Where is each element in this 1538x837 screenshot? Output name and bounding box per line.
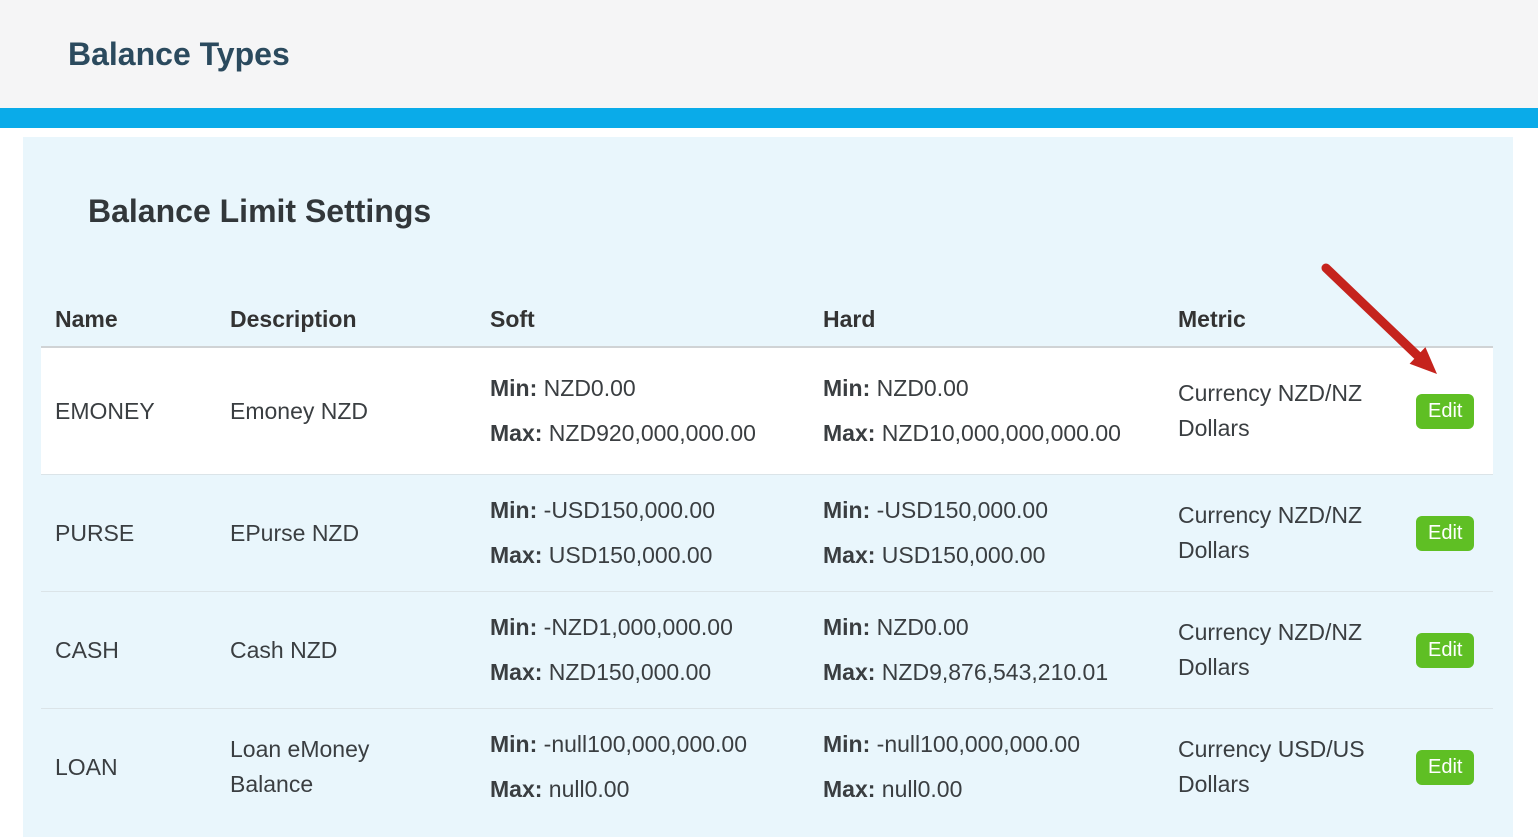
soft-max-line: Max: NZD150,000.00 — [490, 650, 809, 695]
soft-min-value: NZD0.00 — [543, 375, 636, 401]
soft-max-line: Max: null0.00 — [490, 767, 809, 812]
hard-max-line: Max: null0.00 — [823, 767, 1164, 812]
top-header: Balance Types — [0, 0, 1538, 108]
soft-min-value: -null100,000,000.00 — [543, 731, 747, 757]
balance-name: LOAN — [41, 708, 216, 825]
max-label: Max: — [823, 659, 876, 685]
soft-limits-cell: Min: -NZD1,000,000.00 Max: NZD150,000.00 — [476, 591, 809, 709]
soft-max-line: Max: USD150,000.00 — [490, 533, 809, 578]
max-label: Max: — [490, 420, 543, 446]
table-row-purse: PURSE EPurse NZD Min: -USD150,000.00 Max… — [41, 474, 1493, 592]
metric-cell: Currency NZD/NZ Dollars — [1178, 380, 1363, 441]
hard-limits-cell: Min: NZD0.00 Max: NZD9,876,543,210.01 — [809, 591, 1164, 709]
soft-max-line: Max: NZD920,000,000.00 — [490, 411, 809, 456]
hard-limits-cell: Min: -null100,000,000.00 Max: null0.00 — [809, 708, 1164, 825]
hard-max-line: Max: NZD10,000,000,000.00 — [823, 411, 1164, 456]
column-header-actions — [1404, 292, 1493, 348]
max-label: Max: — [490, 542, 543, 568]
actions-cell: Edit — [1404, 347, 1493, 475]
actions-cell: Edit — [1404, 591, 1493, 709]
max-label: Max: — [490, 776, 543, 802]
soft-min-value: -NZD1,000,000.00 — [543, 614, 733, 640]
soft-min-line: Min: -null100,000,000.00 — [490, 722, 809, 767]
page-title: Balance Types — [68, 35, 290, 72]
table-row-cash: CASH Cash NZD Min: -NZD1,000,000.00 Max:… — [41, 591, 1493, 709]
hard-min-line: Min: NZD0.00 — [823, 605, 1164, 650]
section-title: Balance Limit Settings — [88, 193, 432, 229]
balance-description: Loan eMoney Balance — [216, 708, 476, 825]
balance-description: Cash NZD — [216, 591, 476, 709]
balance-name: CASH — [41, 591, 216, 709]
balance-name: EMONEY — [55, 397, 155, 424]
hard-limits-cell: Min: NZD0.00 Max: NZD10,000,000,000.00 — [809, 347, 1164, 475]
hard-limits-cell: Min: -USD150,000.00 Max: USD150,000.00 — [809, 474, 1164, 592]
edit-button[interactable]: Edit — [1416, 632, 1475, 668]
soft-max-value: USD150,000.00 — [548, 542, 713, 568]
balance-limits-table: Name Description Soft Hard Metric EMONEY… — [41, 292, 1493, 825]
edit-button[interactable]: Edit — [1416, 393, 1475, 429]
hard-min-line: Min: NZD0.00 — [823, 366, 1164, 411]
hard-max-line: Max: USD150,000.00 — [823, 533, 1164, 578]
soft-max-value: NZD150,000.00 — [548, 659, 712, 685]
max-label: Max: — [823, 420, 876, 446]
min-label: Min: — [490, 375, 538, 401]
hard-min-value: NZD0.00 — [876, 375, 969, 401]
min-label: Min: — [823, 375, 871, 401]
soft-max-value: null0.00 — [548, 776, 630, 802]
actions-cell: Edit — [1404, 474, 1493, 592]
hard-min-value: -USD150,000.00 — [876, 497, 1048, 523]
hard-min-line: Min: -null100,000,000.00 — [823, 722, 1164, 767]
column-header-name: Name — [41, 292, 216, 348]
hard-max-value: NZD9,876,543,210.01 — [881, 659, 1109, 685]
balance-name: PURSE — [41, 474, 216, 592]
hard-max-value: null0.00 — [881, 776, 963, 802]
table-row-loan: LOAN Loan eMoney Balance Min: -null100,0… — [41, 708, 1493, 825]
table-header-row: Name Description Soft Hard Metric — [41, 292, 1493, 348]
edit-button[interactable]: Edit — [1416, 749, 1475, 785]
min-label: Min: — [823, 497, 871, 523]
soft-limits-cell: Min: -null100,000,000.00 Max: null0.00 — [476, 708, 809, 825]
column-header-hard: Hard — [809, 292, 1164, 348]
soft-min-line: Min: NZD0.00 — [490, 366, 809, 411]
balance-description: EPurse NZD — [216, 474, 476, 592]
hard-min-value: NZD0.00 — [876, 614, 969, 640]
min-label: Min: — [490, 614, 538, 640]
min-label: Min: — [490, 731, 538, 757]
table-row-emoney: EMONEY Emoney NZD Min: NZD0.00 Max: NZD9… — [41, 347, 1493, 475]
hard-min-line: Min: -USD150,000.00 — [823, 488, 1164, 533]
min-label: Min: — [823, 731, 871, 757]
max-label: Max: — [823, 542, 876, 568]
soft-limits-cell: Min: -USD150,000.00 Max: USD150,000.00 — [476, 474, 809, 592]
hard-max-value: USD150,000.00 — [881, 542, 1046, 568]
metric-cell: Currency NZD/NZ Dollars — [1164, 474, 1404, 592]
soft-max-value: NZD920,000,000.00 — [548, 420, 756, 446]
accent-stripe — [0, 108, 1538, 128]
actions-cell: Edit — [1404, 708, 1493, 825]
hard-max-line: Max: NZD9,876,543,210.01 — [823, 650, 1164, 695]
content-card: Balance Limit Settings Name Description … — [23, 137, 1513, 837]
metric-cell: Currency NZD/NZ Dollars — [1164, 591, 1404, 709]
soft-limits-cell: Min: NZD0.00 Max: NZD920,000,000.00 — [476, 347, 809, 475]
balance-description: Emoney NZD — [230, 397, 369, 424]
soft-min-line: Min: -USD150,000.00 — [490, 488, 809, 533]
soft-min-line: Min: -NZD1,000,000.00 — [490, 605, 809, 650]
column-header-metric: Metric — [1164, 292, 1404, 348]
max-label: Max: — [823, 776, 876, 802]
metric-cell: Currency USD/US Dollars — [1164, 708, 1404, 825]
edit-button[interactable]: Edit — [1416, 515, 1475, 551]
column-header-soft: Soft — [476, 292, 809, 348]
hard-max-value: NZD10,000,000,000.00 — [881, 420, 1121, 446]
min-label: Min: — [490, 497, 538, 523]
soft-min-value: -USD150,000.00 — [543, 497, 715, 523]
max-label: Max: — [490, 659, 543, 685]
hard-min-value: -null100,000,000.00 — [876, 731, 1080, 757]
column-header-description: Description — [216, 292, 476, 348]
min-label: Min: — [823, 614, 871, 640]
